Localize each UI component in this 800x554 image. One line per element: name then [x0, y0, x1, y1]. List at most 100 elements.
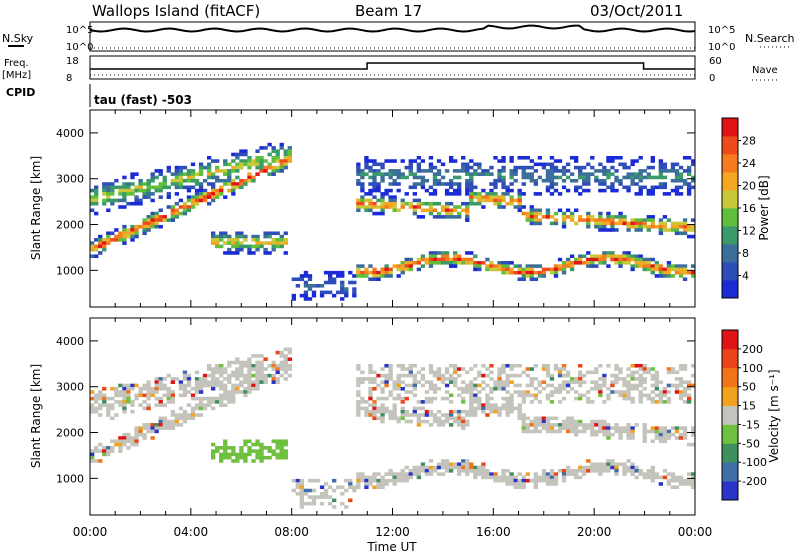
range-cell — [686, 188, 692, 193]
range-cell — [154, 224, 159, 229]
range-cell — [247, 178, 252, 183]
range-cell — [102, 400, 107, 404]
range-cell — [416, 465, 422, 470]
range-cell — [598, 215, 603, 219]
range-cell — [198, 169, 204, 173]
range-cell — [582, 165, 587, 170]
range-cell — [521, 169, 526, 173]
range-cell — [670, 169, 676, 173]
range-cell — [384, 406, 389, 411]
range-cell — [578, 165, 583, 170]
range-cell — [388, 469, 393, 473]
range-cell — [549, 270, 555, 275]
range-cell — [106, 231, 111, 236]
range-cell — [541, 270, 547, 275]
range-cell — [505, 406, 510, 411]
range-cell — [606, 254, 611, 259]
range-cell — [247, 380, 252, 384]
range-cell — [247, 165, 252, 170]
range-cell — [457, 386, 462, 391]
range-cell — [569, 211, 575, 216]
range-cell — [138, 178, 143, 183]
range-cell — [360, 406, 365, 411]
range-cell — [448, 423, 454, 427]
range-cell — [206, 195, 212, 199]
range-cell — [473, 254, 478, 259]
range-cell — [493, 192, 498, 196]
range-cell — [227, 162, 232, 167]
range-cell — [642, 264, 647, 268]
range-cell — [557, 264, 563, 268]
range-cell — [408, 172, 413, 176]
range-cell — [578, 465, 583, 470]
range-cell — [642, 472, 647, 476]
range-cell — [219, 238, 224, 242]
range-cell — [529, 159, 534, 163]
range-cell — [263, 169, 268, 173]
range-cell — [686, 482, 692, 486]
range-cell — [122, 198, 127, 203]
range-cell — [606, 155, 611, 160]
range-cell — [578, 175, 583, 180]
range-cell — [182, 208, 188, 213]
range-cell — [376, 182, 381, 186]
range-cell — [239, 383, 244, 388]
range-cell — [533, 478, 538, 483]
range-cell — [574, 165, 579, 170]
range-cell — [602, 383, 607, 388]
range-cell — [626, 254, 631, 259]
range-cell — [138, 224, 143, 229]
range-cell — [94, 449, 99, 453]
range-cell — [448, 159, 454, 163]
range-cell — [582, 429, 587, 434]
range-cell — [283, 439, 288, 444]
range-cell — [541, 380, 547, 384]
range-cell — [642, 380, 647, 384]
range-cell — [509, 478, 514, 483]
range-cell — [251, 449, 256, 453]
range-cell — [396, 172, 401, 176]
range-cell — [122, 185, 127, 190]
range-cell — [392, 198, 397, 203]
range-cell — [376, 409, 381, 414]
range-cell — [598, 469, 603, 473]
range-cell — [259, 363, 264, 368]
range-cell — [194, 406, 200, 411]
range-cell — [598, 211, 603, 216]
range-cell — [690, 426, 696, 430]
range-cell — [146, 383, 151, 388]
range-cell — [537, 390, 543, 394]
range-cell — [215, 165, 220, 170]
range-cell — [219, 396, 224, 401]
range-cell — [525, 393, 530, 398]
range-cell — [202, 192, 208, 196]
range-cell — [122, 238, 127, 242]
range-cell — [376, 198, 381, 203]
range-cell — [299, 478, 305, 483]
range-cell — [473, 162, 478, 167]
range-cell — [549, 162, 555, 167]
range-cell — [235, 165, 240, 170]
range-cell — [102, 182, 107, 186]
range-cell — [638, 377, 643, 381]
freq-strip: Freq. [MHz] 18 8 60 0 Nave — [2, 55, 778, 84]
range-cell — [142, 423, 147, 427]
range-cell — [574, 261, 579, 265]
range-cell — [178, 172, 184, 176]
range-cell — [473, 469, 478, 473]
range-cell — [110, 406, 115, 411]
range-cell — [602, 465, 607, 470]
range-cell — [255, 244, 260, 249]
range-cell — [686, 172, 692, 176]
range-cell — [279, 354, 284, 358]
range-cell — [323, 270, 329, 275]
range-cell — [557, 423, 563, 427]
range-cell — [235, 251, 240, 255]
range-cell — [340, 290, 345, 295]
range-cell — [481, 363, 486, 368]
range-cell — [194, 195, 200, 199]
range-cell — [150, 172, 155, 176]
range-cell — [666, 432, 672, 437]
range-cell — [356, 485, 361, 490]
